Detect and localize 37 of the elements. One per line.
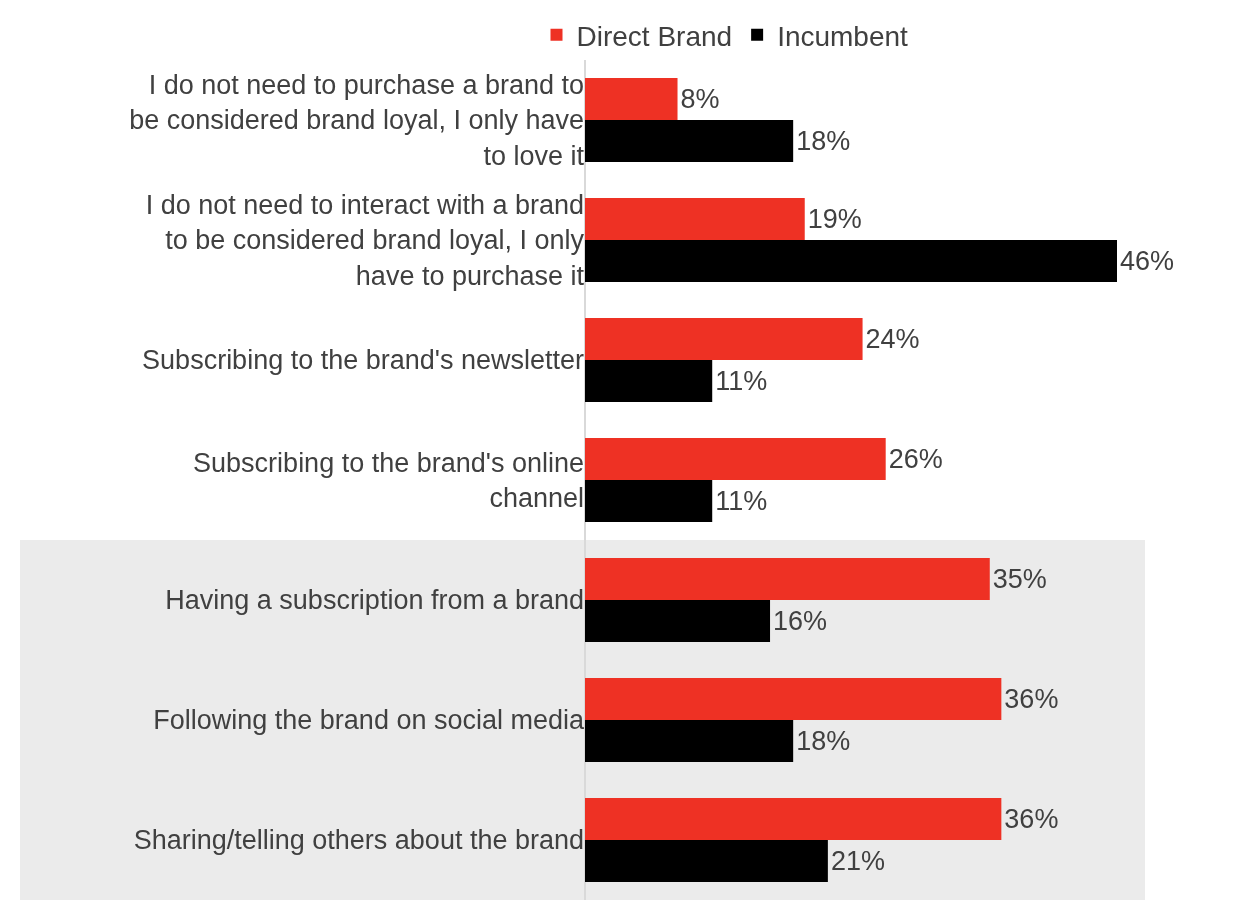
bar	[585, 318, 863, 360]
legend-label: Incumbent	[777, 20, 909, 52]
bar	[585, 360, 713, 402]
data-label: 35%	[992, 564, 1047, 594]
bar	[585, 120, 794, 162]
data-label: 18%	[796, 126, 851, 156]
bar	[585, 798, 1002, 840]
data-label: 16%	[773, 606, 828, 636]
bar	[585, 78, 678, 120]
data-label: 19%	[807, 204, 862, 234]
bar	[585, 558, 990, 600]
y-tick-label: Subscribing to the brand's newsletter	[142, 345, 584, 376]
y-tick-label: Sharing/telling others about the brand	[133, 825, 584, 856]
y-tick-label: Following the brand on social media	[153, 705, 585, 736]
bar	[585, 438, 886, 480]
y-tick-label: Having a subscription from a brand	[165, 585, 584, 616]
data-label: 24%	[865, 324, 920, 354]
data-label: 18%	[796, 726, 851, 756]
bar	[585, 198, 805, 240]
y-tick-label: I do not need to purchase a brand to be considered brand loyal, I only have to love it	[129, 70, 585, 171]
data-label: 46%	[1120, 246, 1175, 276]
data-label: 8%	[680, 84, 720, 114]
data-label: 11%	[715, 366, 768, 396]
data-label: 11%	[715, 486, 768, 516]
y-tick-label: Subscribing to the brand's online channel	[193, 447, 584, 513]
data-label: 36%	[1004, 684, 1059, 714]
bar	[585, 720, 794, 762]
bar	[585, 840, 828, 882]
legend-label: Direct Brand	[576, 20, 733, 52]
bar	[585, 678, 1002, 720]
data-label: 21%	[830, 846, 885, 876]
bar	[585, 240, 1117, 282]
bar	[585, 600, 771, 642]
data-label: 36%	[1004, 804, 1059, 834]
data-label: 26%	[888, 444, 943, 474]
y-tick-label: I do not need to interact with a brand to be considered brand loyal, I only have to purchase it	[145, 190, 585, 291]
bar	[585, 480, 713, 522]
